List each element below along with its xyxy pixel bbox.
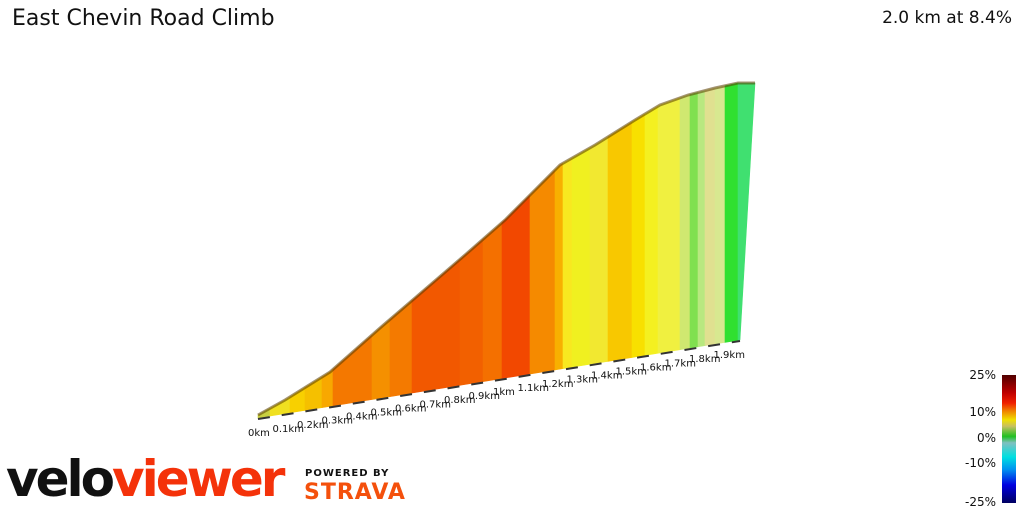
x-tick-label: 1.4km: [591, 371, 622, 382]
x-tick-label: 1.2km: [542, 379, 573, 390]
scale-label-minus10: -10%: [964, 456, 996, 470]
gradient-segment: [607, 121, 633, 362]
powered-by-label: POWERED BY: [305, 468, 390, 479]
x-tick-label: 0.6km: [395, 403, 426, 414]
x-tick-label: 1.7km: [665, 358, 696, 369]
gradient-segment: [689, 92, 699, 349]
x-tick-label: 1.6km: [640, 362, 671, 373]
x-tick-label: 0.9km: [469, 391, 500, 402]
x-tick-label: 0.5km: [371, 408, 402, 419]
distance-axis: [257, 340, 741, 420]
x-tick-label: 0.4km: [346, 412, 377, 423]
gradient-segment: [332, 334, 373, 407]
scale-label-25: 25%: [969, 368, 996, 382]
gradient-segment: [724, 82, 739, 343]
x-tick-label: 1.8km: [689, 354, 720, 365]
gradient-segment: [714, 85, 726, 345]
x-tick-label: 0.7km: [420, 399, 451, 410]
x-tick-label: 0.2km: [297, 420, 328, 431]
gradient-segment: [589, 136, 609, 365]
x-tick-label: 1.5km: [616, 367, 647, 378]
gradient-segment: [704, 87, 716, 347]
x-tick-label: 1km: [493, 387, 515, 398]
gradient-segment: [529, 169, 556, 375]
scale-label-10: 10%: [969, 405, 996, 419]
profile-top-edge: [257, 81, 755, 417]
veloviewer-logo: veloviewer: [6, 450, 285, 508]
gradient-segment: [697, 90, 706, 348]
x-tick-label: 0.3km: [322, 416, 353, 427]
gradient-segment: [737, 82, 756, 341]
gradient-segment: [562, 157, 573, 369]
x-tick-label: 0.8km: [444, 395, 475, 406]
gradient-segment: [657, 97, 681, 354]
x-tick-label: 1.3km: [567, 375, 598, 386]
strava-logo: STRAVA: [304, 480, 406, 505]
gradient-segment: [482, 221, 503, 382]
x-tick-label: 1.1km: [518, 383, 549, 394]
climb-summary: 2.0 km at 8.4%: [882, 8, 1012, 28]
gradient-segment: [631, 113, 646, 358]
gradient-segment: [459, 238, 484, 386]
x-tick-label: 1.9km: [714, 350, 745, 361]
x-tick-label: 0km: [248, 428, 270, 439]
x-tick-label: 0.1km: [273, 424, 304, 435]
gradient-segment: [501, 194, 531, 379]
gradient-segment: [554, 162, 564, 371]
scale-label-minus25: -25%: [964, 495, 996, 509]
scale-label-0: 0%: [976, 431, 996, 445]
gradient-segment: [644, 105, 659, 356]
gradient-color-scale: [1002, 375, 1016, 503]
gradient-segment: [679, 94, 691, 351]
gradient-segment: [571, 147, 591, 368]
page-title: East Chevin Road Climb: [12, 6, 275, 31]
